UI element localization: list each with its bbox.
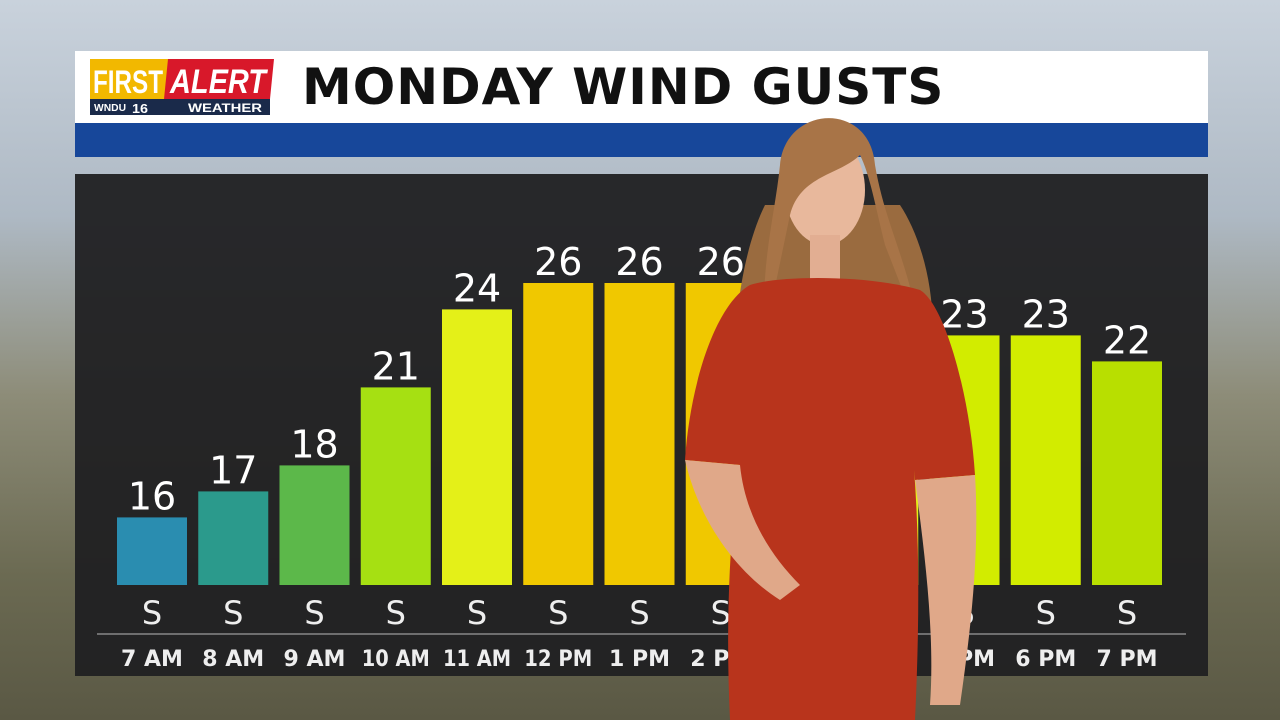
x-tick-label: 6 PM — [1015, 647, 1076, 672]
direction-label: S — [1117, 594, 1137, 632]
bar — [1092, 361, 1162, 585]
bar — [360, 387, 431, 585]
x-tick-label: 7 AM — [121, 647, 183, 672]
data-label: 26 — [615, 240, 663, 284]
svg-text:WEATHER: WEATHER — [188, 101, 262, 115]
x-tick-label: 11 AM — [443, 647, 511, 672]
page-title: MONDAY WIND GUSTS — [302, 58, 945, 116]
svg-text:16: 16 — [132, 101, 148, 115]
title-accent-bar — [75, 123, 1208, 157]
data-label: 17 — [209, 448, 257, 492]
direction-label: S — [1036, 594, 1056, 632]
svg-text:ALERT: ALERT — [169, 63, 269, 101]
data-label: 23 — [940, 292, 988, 336]
bar — [279, 465, 350, 585]
bar — [1010, 335, 1081, 585]
data-label: 21 — [372, 344, 420, 388]
bar — [198, 491, 269, 585]
x-tick-label: 12 PM — [524, 647, 592, 672]
direction-label: S — [467, 594, 487, 632]
data-label: 18 — [290, 422, 338, 466]
data-label: 22 — [1103, 318, 1151, 362]
x-tick-label: 8 AM — [202, 647, 264, 672]
direction-label: S — [711, 594, 731, 632]
direction-label: S — [142, 594, 162, 632]
first-alert-logo: FIRST ALERT WNDU 16 WEATHER — [90, 59, 274, 115]
bar — [604, 283, 675, 585]
direction-label: S — [304, 594, 324, 632]
direction-label: S — [223, 594, 243, 632]
direction-label: S — [548, 594, 568, 632]
svg-text:FIRST: FIRST — [93, 64, 163, 100]
x-tick-label: 7 PM — [1097, 647, 1158, 672]
x-tick-label: 10 AM — [362, 647, 430, 672]
presenter — [685, 118, 977, 720]
data-label: 24 — [453, 266, 501, 310]
x-tick-label: 9 AM — [284, 647, 346, 672]
data-label: 16 — [128, 474, 176, 518]
data-label: 23 — [1022, 292, 1070, 336]
data-label: 26 — [534, 240, 582, 284]
x-tick-label: 1 PM — [609, 647, 670, 672]
data-label: 26 — [697, 240, 745, 284]
bar — [442, 309, 512, 585]
direction-label: S — [386, 594, 406, 632]
bar — [117, 517, 187, 585]
direction-label: S — [629, 594, 649, 632]
bar — [523, 283, 594, 585]
svg-text:WNDU: WNDU — [94, 103, 126, 114]
